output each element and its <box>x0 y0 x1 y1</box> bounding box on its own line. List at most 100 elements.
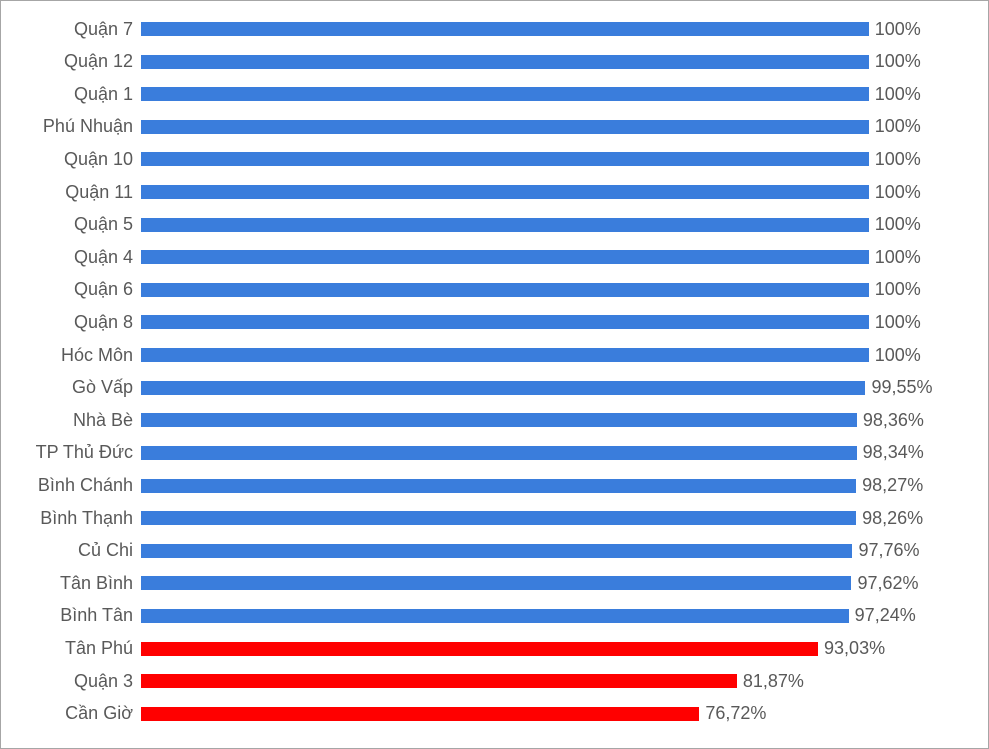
bar-track: 100% <box>141 13 968 45</box>
bar-track: 97,76% <box>141 535 968 567</box>
chart-row: Quận 8100% <box>9 306 968 338</box>
y-axis-label: Quận 7 <box>9 19 141 40</box>
chart-row: Quận 5 100% <box>9 209 968 241</box>
bar-track: 100% <box>141 46 968 78</box>
bar <box>141 283 869 297</box>
bar <box>141 381 865 395</box>
bar-track: 81,87% <box>141 665 968 697</box>
data-label: 93,03% <box>818 638 885 659</box>
horizontal-bar-chart: Quận 7100%Quận 12100%Quận 1100%Phú Nhuận… <box>0 0 989 749</box>
data-label: 98,36% <box>857 410 924 431</box>
bar <box>141 544 852 558</box>
chart-row: Quận 11 100% <box>9 176 968 208</box>
bar-track: 97,24% <box>141 600 968 632</box>
chart-row: Quận 7 100% <box>9 13 968 45</box>
chart-row: Quận 6 100% <box>9 274 968 306</box>
bar <box>141 674 737 688</box>
chart-row: Quận 1 100% <box>9 78 968 110</box>
chart-row: Hóc Môn 100% <box>9 339 968 371</box>
chart-row: Bình Thạnh 98,26% <box>9 502 968 534</box>
bar <box>141 87 869 101</box>
bar <box>141 446 857 460</box>
y-axis-label: Quận 10 <box>9 149 141 170</box>
bar <box>141 218 869 232</box>
chart-row: Quận 10 100% <box>9 143 968 175</box>
y-axis-label: Quận 1 <box>9 84 141 105</box>
chart-row: Bình Tân 97,24% <box>9 600 968 632</box>
y-axis-label: Gò Vấp <box>9 377 141 398</box>
chart-row: Bình Chánh 98,27% <box>9 470 968 502</box>
bar <box>141 315 869 329</box>
bar-track: 100% <box>141 111 968 143</box>
bar-track: 100% <box>141 339 968 371</box>
chart-row: Tân Bình 97,62% <box>9 567 968 599</box>
data-label: 100% <box>869 279 921 300</box>
chart-row: Quận 12 100% <box>9 46 968 78</box>
data-label: 100% <box>869 345 921 366</box>
data-label: 100% <box>869 149 921 170</box>
y-axis-label: Hóc Môn <box>9 345 141 366</box>
bar <box>141 348 869 362</box>
y-axis-label: Quận 3 <box>9 671 141 692</box>
chart-row: Quận 381,87% <box>9 665 968 697</box>
bar <box>141 250 869 264</box>
chart-row: Cần Giờ76,72% <box>9 698 968 730</box>
bar <box>141 707 699 721</box>
data-label: 99,55% <box>865 377 932 398</box>
bar-track: 93,03% <box>141 633 968 665</box>
data-label: 98,27% <box>856 475 923 496</box>
data-label: 98,26% <box>856 508 923 529</box>
data-label: 100% <box>869 214 921 235</box>
bar <box>141 642 818 656</box>
bar-track: 100% <box>141 241 968 273</box>
y-axis-label: Quận 5 <box>9 214 141 235</box>
bar-track: 98,36% <box>141 404 968 436</box>
y-axis-label: Tân Bình <box>9 573 141 594</box>
bar-track: 98,34% <box>141 437 968 469</box>
chart-row: Phú Nhuận100% <box>9 111 968 143</box>
bar <box>141 152 869 166</box>
chart-row: Củ Chi97,76% <box>9 535 968 567</box>
data-label: 97,62% <box>851 573 918 594</box>
y-axis-label: Củ Chi <box>9 540 141 561</box>
bar-track: 100% <box>141 306 968 338</box>
chart-row: Nhà Bè 98,36% <box>9 404 968 436</box>
data-label: 100% <box>869 247 921 268</box>
y-axis-label: Bình Thạnh <box>9 508 141 529</box>
bar <box>141 185 869 199</box>
y-axis-label: Bình Chánh <box>9 475 141 496</box>
chart-row: Gò Vấp 99,55% <box>9 372 968 404</box>
y-axis-label: Tân Phú <box>9 638 141 659</box>
y-axis-label: Quận 4 <box>9 247 141 268</box>
y-axis-label: Quận 8 <box>9 312 141 333</box>
y-axis-label: Cần Giờ <box>9 703 141 724</box>
bar <box>141 413 857 427</box>
bar <box>141 479 856 493</box>
data-label: 100% <box>869 84 921 105</box>
data-label: 100% <box>869 19 921 40</box>
bar-track: 76,72% <box>141 698 968 730</box>
y-axis-label: Quận 12 <box>9 51 141 72</box>
y-axis-label: Bình Tân <box>9 605 141 626</box>
bar-track: 100% <box>141 274 968 306</box>
data-label: 97,24% <box>849 605 916 626</box>
data-label: 98,34% <box>857 442 924 463</box>
y-axis-label: Phú Nhuận <box>9 116 141 137</box>
y-axis-label: Nhà Bè <box>9 410 141 431</box>
bar-track: 99,55% <box>141 372 968 404</box>
y-axis-label: Quận 11 <box>9 182 141 203</box>
y-axis-label: Quận 6 <box>9 279 141 300</box>
chart-rows: Quận 7100%Quận 12100%Quận 1100%Phú Nhuận… <box>9 13 968 730</box>
chart-row: Tân Phú 93,03% <box>9 633 968 665</box>
chart-row: TP Thủ Đức 98,34% <box>9 437 968 469</box>
bar-track: 100% <box>141 78 968 110</box>
bar <box>141 576 851 590</box>
y-axis-label: TP Thủ Đức <box>9 442 141 463</box>
bar <box>141 22 869 36</box>
data-label: 100% <box>869 51 921 72</box>
bar-track: 100% <box>141 209 968 241</box>
bar <box>141 120 869 134</box>
bar-track: 98,27% <box>141 470 968 502</box>
bar <box>141 55 869 69</box>
data-label: 100% <box>869 182 921 203</box>
